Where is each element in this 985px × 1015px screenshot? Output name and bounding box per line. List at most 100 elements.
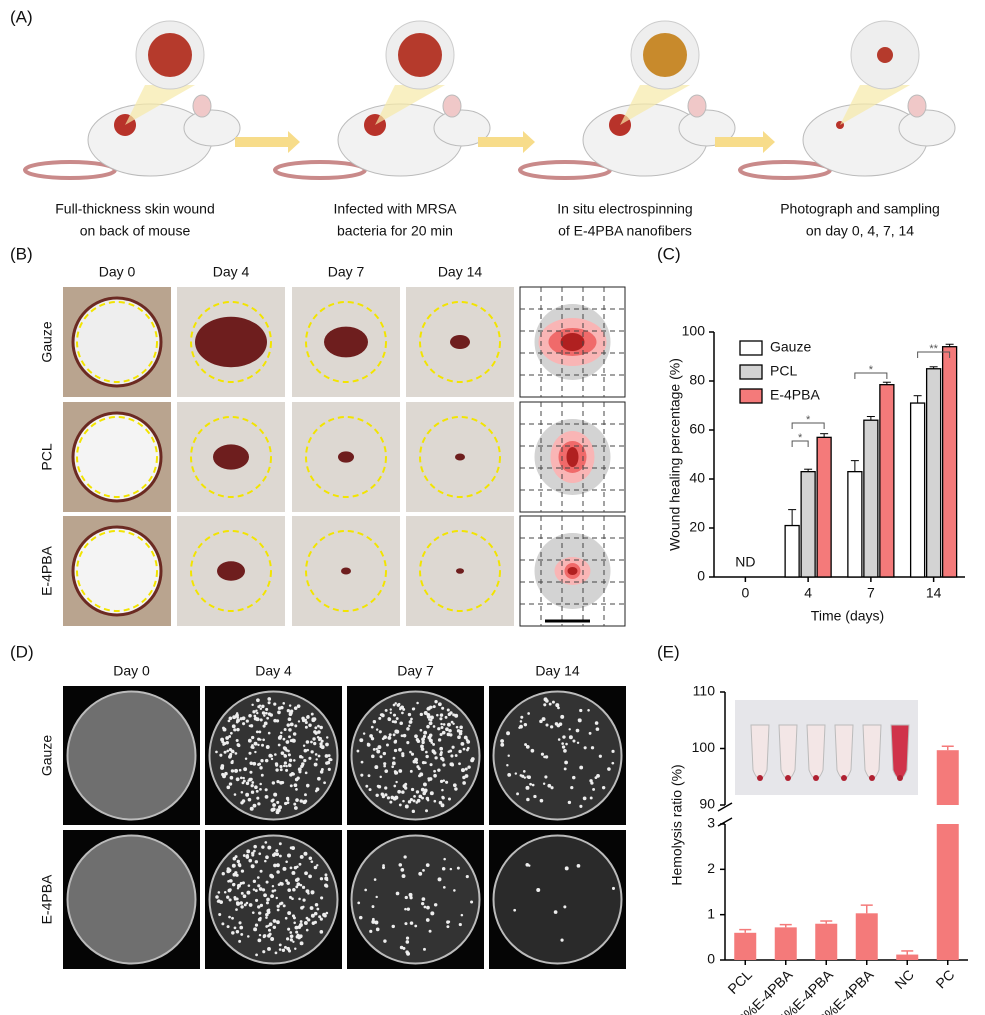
tube-pellet bbox=[785, 775, 791, 781]
colony bbox=[233, 793, 237, 796]
colony bbox=[287, 753, 291, 757]
colony bbox=[458, 922, 462, 927]
colony bbox=[221, 872, 225, 876]
colony bbox=[458, 749, 462, 754]
colony bbox=[462, 781, 466, 785]
colony bbox=[425, 863, 430, 868]
bar bbox=[936, 824, 959, 960]
mouse-head bbox=[898, 109, 956, 147]
colony bbox=[384, 708, 388, 712]
tube bbox=[834, 724, 854, 780]
colony bbox=[233, 926, 237, 930]
colony bbox=[258, 704, 262, 707]
colony bbox=[317, 754, 321, 758]
colony bbox=[229, 775, 234, 780]
colony bbox=[233, 728, 237, 732]
colony bbox=[440, 726, 444, 729]
x-tick-label: NC bbox=[891, 966, 917, 992]
colony bbox=[277, 735, 282, 740]
colony bbox=[256, 876, 260, 879]
colony bbox=[248, 858, 253, 863]
colony bbox=[525, 862, 530, 867]
colony bbox=[231, 750, 235, 754]
colony bbox=[564, 760, 568, 765]
colony bbox=[592, 787, 596, 791]
colony bbox=[252, 710, 256, 714]
colony bbox=[275, 852, 280, 857]
colony bbox=[421, 737, 425, 742]
colony bbox=[276, 779, 280, 784]
colony bbox=[357, 901, 361, 905]
colony bbox=[371, 754, 375, 759]
colony bbox=[519, 720, 523, 723]
bar bbox=[774, 927, 797, 960]
colony bbox=[230, 760, 234, 765]
colony bbox=[421, 761, 426, 765]
colony bbox=[437, 738, 442, 742]
colony bbox=[456, 866, 460, 870]
colony bbox=[458, 762, 461, 766]
colony bbox=[235, 720, 239, 724]
colony bbox=[362, 732, 366, 735]
colony bbox=[293, 802, 297, 806]
tube-pellet bbox=[897, 775, 903, 781]
colony bbox=[440, 803, 445, 808]
colony bbox=[252, 888, 256, 891]
colony bbox=[286, 937, 290, 941]
colony bbox=[542, 782, 546, 785]
zoom-cone bbox=[620, 85, 690, 125]
colony bbox=[449, 867, 453, 871]
zoom-cone bbox=[375, 85, 445, 125]
colony bbox=[428, 718, 431, 721]
colony bbox=[265, 880, 269, 884]
colony bbox=[289, 934, 294, 939]
colony bbox=[446, 708, 450, 712]
wound-outline bbox=[419, 416, 501, 498]
colony bbox=[251, 851, 255, 855]
y-tick-label: 100 bbox=[682, 323, 706, 339]
colony bbox=[405, 950, 409, 954]
colony bbox=[266, 897, 270, 902]
colony bbox=[443, 857, 446, 861]
colony bbox=[404, 804, 409, 809]
colony bbox=[401, 711, 404, 715]
colony bbox=[258, 730, 262, 734]
colony bbox=[426, 905, 430, 910]
colony bbox=[294, 925, 299, 930]
bar bbox=[734, 932, 757, 960]
colony bbox=[220, 765, 225, 770]
tube bbox=[778, 724, 798, 780]
colony bbox=[399, 707, 402, 711]
wound-outline bbox=[76, 530, 158, 612]
colony bbox=[242, 894, 247, 899]
colony bbox=[255, 789, 259, 793]
significance-bracket bbox=[854, 372, 888, 379]
colony bbox=[295, 935, 300, 939]
colony bbox=[416, 701, 419, 705]
colony bbox=[305, 928, 309, 932]
colony bbox=[409, 750, 412, 754]
colony bbox=[384, 793, 388, 797]
colony bbox=[437, 768, 441, 772]
colony bbox=[236, 887, 240, 890]
colony bbox=[381, 713, 385, 718]
colony bbox=[264, 788, 268, 792]
colony bbox=[449, 711, 453, 715]
colony bbox=[291, 772, 295, 776]
colony bbox=[423, 710, 428, 715]
mouse-illustration bbox=[23, 20, 241, 180]
colony bbox=[311, 718, 316, 723]
legend-label: Gauze bbox=[770, 339, 811, 355]
colony bbox=[299, 854, 304, 859]
tube bbox=[806, 724, 826, 780]
colony bbox=[360, 773, 364, 777]
colony bbox=[430, 741, 433, 744]
colony bbox=[383, 764, 386, 768]
colony bbox=[467, 765, 471, 769]
colony bbox=[258, 852, 262, 856]
colony bbox=[359, 738, 364, 743]
colony bbox=[425, 750, 428, 754]
wound-outline bbox=[419, 530, 501, 612]
colony bbox=[310, 891, 314, 895]
colony bbox=[308, 756, 312, 760]
